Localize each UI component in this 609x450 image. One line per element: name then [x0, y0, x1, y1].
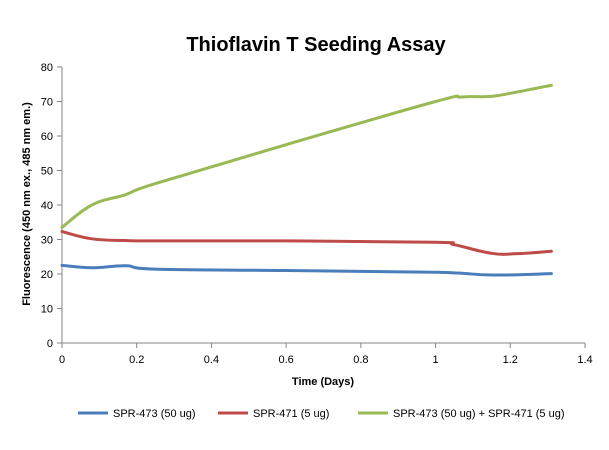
y-tick-label: 0: [47, 338, 53, 350]
y-tick-label: 20: [41, 269, 53, 281]
series-line-3: [60, 83, 553, 229]
x-tick-label: 0.6: [278, 354, 293, 366]
x-tick-label: 0.8: [353, 354, 368, 366]
x-tick-label: 1: [433, 354, 439, 366]
x-axis-ticks: 0 0.2 0.4 0.6 0.8 1 1.2 1.4: [59, 343, 593, 366]
legend-label-2: SPR-471 (5 ug): [253, 408, 329, 420]
x-axis-title: Time (Days): [292, 376, 354, 388]
series-lines: [60, 83, 553, 277]
axes: [61, 67, 585, 344]
y-axis-ticks: 0 10 20 30 40 50 60 70 80: [41, 62, 62, 350]
legend-label-3: SPR-473 (50 ug) + SPR-471 (5 ug): [393, 408, 565, 420]
y-axis-title: Fluorescence (450 nm ex., 485 nm em.): [21, 102, 33, 306]
chart-title: Thioflavin T Seeding Assay: [186, 34, 446, 56]
y-tick-label: 50: [41, 166, 53, 178]
y-tick-label: 30: [41, 235, 53, 247]
legend-label-1: SPR-473 (50 ug): [113, 408, 196, 420]
series-line-2: [60, 230, 553, 256]
y-tick-label: 80: [41, 62, 53, 74]
series-line-1: [60, 263, 553, 277]
x-tick-label: 0.4: [204, 354, 219, 366]
x-tick-label: 1.2: [503, 354, 518, 366]
x-tick-label: 0.2: [129, 354, 144, 366]
x-tick-label: 1.4: [577, 354, 592, 366]
y-tick-label: 10: [41, 304, 53, 316]
x-tick-label: 0: [59, 354, 65, 366]
y-tick-label: 40: [41, 200, 53, 212]
y-tick-label: 60: [41, 131, 53, 143]
legend: SPR-473 (50 ug) SPR-471 (5 ug) SPR-473 (50…: [78, 408, 565, 420]
y-tick-label: 70: [41, 97, 53, 109]
